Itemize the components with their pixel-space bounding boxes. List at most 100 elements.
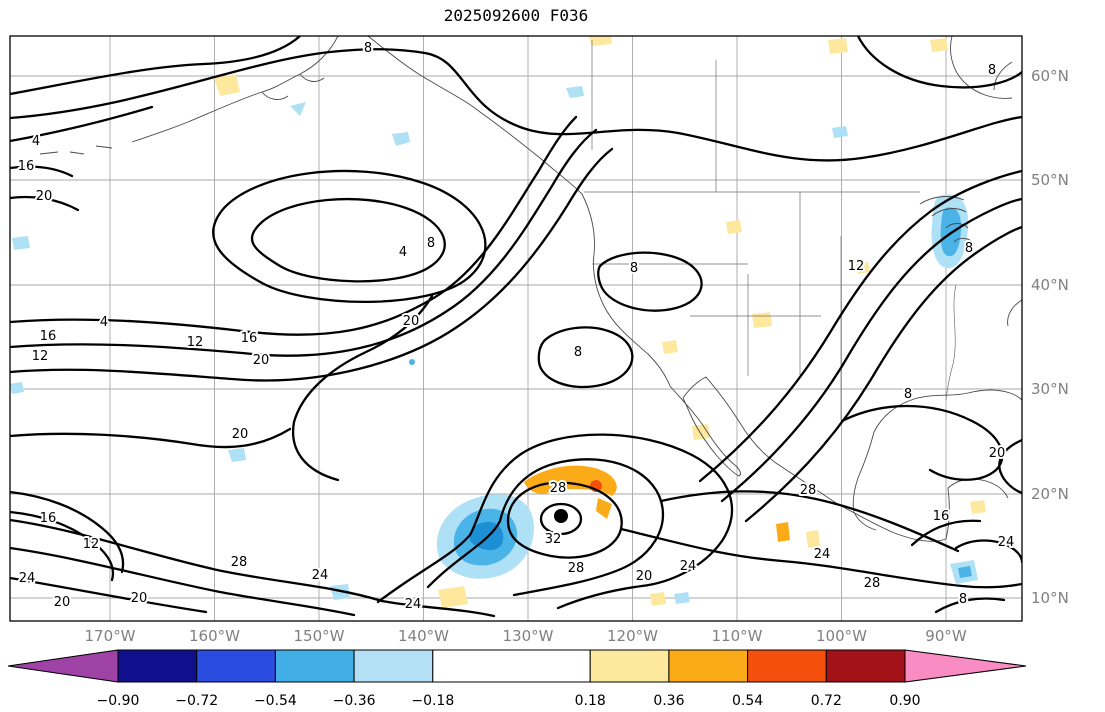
x-tick-label: 90°W [925, 627, 967, 645]
contour-label: 24 [998, 535, 1015, 550]
x-tick-label: 140°W [398, 627, 449, 645]
contour-label: 16 [933, 509, 950, 524]
contour-label: 4 [100, 315, 108, 330]
contour-label: 28 [568, 561, 585, 576]
colorbar-tick-label: 0.72 [811, 693, 842, 709]
coastline [852, 431, 877, 531]
contour-line [659, 490, 960, 553]
anomaly-patch-positive [806, 530, 820, 548]
coastline [39, 145, 113, 155]
river [945, 284, 957, 401]
contour-line [10, 128, 598, 357]
x-tick-label: 100°W [816, 627, 867, 645]
anomaly-patch-negative [958, 566, 972, 578]
contour-label: 8 [988, 63, 996, 78]
contour-label: 12 [848, 259, 865, 274]
contour-label: 4 [32, 134, 40, 149]
contour-line [10, 576, 208, 614]
x-tick-label: 160°W [189, 627, 240, 645]
contour-label: 8 [959, 592, 967, 607]
y-tick-label: 10°N [1031, 589, 1069, 607]
contour-label: 24 [814, 547, 831, 562]
contour-line [10, 36, 302, 96]
anomaly-patch-negative [228, 448, 246, 462]
contour-label: 24 [312, 568, 329, 583]
colorbar-segment [274, 649, 355, 683]
contour-line [291, 294, 434, 482]
east-coast [1007, 299, 1022, 327]
contour-line [744, 225, 1022, 523]
contour-line [380, 599, 496, 618]
contour-line [10, 490, 125, 574]
contour-label: 16 [18, 159, 35, 174]
y-tick-label: 30°N [1031, 380, 1069, 398]
colorbar-tick-label: 0.18 [575, 693, 606, 709]
contour-label: 24 [405, 597, 422, 612]
contour-line [698, 169, 1022, 483]
anomaly-patch-negative [832, 126, 848, 138]
contour-label: 8 [364, 41, 372, 56]
anomaly-patch-negative [674, 592, 690, 604]
contour-line [537, 326, 634, 389]
x-axis-labels: 170°W 160°W 150°W 140°W 130°W 120°W 110°W 100°W… [85, 627, 967, 645]
contour-line [10, 546, 356, 617]
contour-label: 20 [253, 353, 270, 368]
storm-center-marker [554, 509, 568, 523]
colorbar-tick-label: −0.54 [254, 693, 297, 709]
contour-line [10, 195, 80, 212]
contour-line [212, 169, 487, 304]
contour-label: 4 [399, 245, 407, 260]
colorbar-segment [117, 649, 198, 683]
contour-label: 12 [83, 537, 100, 552]
anomaly-patch-positive [856, 262, 870, 274]
x-tick-label: 150°W [294, 627, 345, 645]
contour-label: 20 [636, 569, 653, 584]
contour-label: 28 [864, 576, 881, 591]
coastline [682, 376, 947, 542]
anomaly-patch-positive [596, 498, 612, 519]
contour-label: 20 [989, 446, 1006, 461]
contour-label: 20 [131, 591, 148, 606]
contour-label: 24 [19, 571, 36, 586]
contour-line [10, 165, 74, 178]
anomaly-patch-negative [10, 382, 24, 394]
colorbar-tick-label: 0.90 [889, 693, 920, 709]
contour-label: 28 [800, 483, 817, 498]
contour-line [998, 438, 1022, 495]
anomaly-patch-positive [970, 500, 986, 514]
y-axis-labels: 60°N 50°N 40°N 30°N 20°N 10°N [1031, 67, 1069, 607]
contour-line [539, 502, 583, 536]
anomaly-patch-negative [409, 359, 415, 365]
y-tick-label: 60°N [1031, 67, 1069, 85]
y-tick-label: 40°N [1031, 276, 1069, 294]
contour-line [856, 36, 1022, 89]
contour-line [426, 458, 664, 597]
contour-label: 16 [40, 511, 57, 526]
contour-label: 8 [574, 345, 582, 360]
contour-lines [10, 36, 1022, 618]
contour-line [910, 519, 982, 547]
contour-line [10, 518, 384, 603]
contour-label: 20 [54, 595, 71, 610]
contour-line [10, 105, 154, 143]
colorbar-segment [825, 649, 906, 683]
contour-line [10, 115, 578, 336]
colorbar-labels: −0.90 −0.72 −0.54 −0.36 −0.18 0.18 0.36 0.54 0.7… [97, 693, 921, 709]
contour-line [840, 404, 1004, 481]
colorbar-segment [668, 649, 749, 683]
colorbar-left-arrow [7, 649, 119, 683]
anomaly-patch-positive [726, 220, 742, 234]
anomaly-patch-negative [392, 132, 410, 146]
anomaly-shading [10, 36, 986, 608]
contour-line [250, 197, 446, 283]
contour-label: 24 [680, 559, 697, 574]
plot-border [9, 35, 1023, 622]
colorbar-segment [747, 649, 827, 683]
contour-label: 8 [630, 261, 638, 276]
contour-line [934, 597, 1006, 614]
colorbar [7, 649, 1027, 683]
contour-label: 8 [427, 236, 435, 251]
anomaly-patch-negative [330, 584, 350, 600]
